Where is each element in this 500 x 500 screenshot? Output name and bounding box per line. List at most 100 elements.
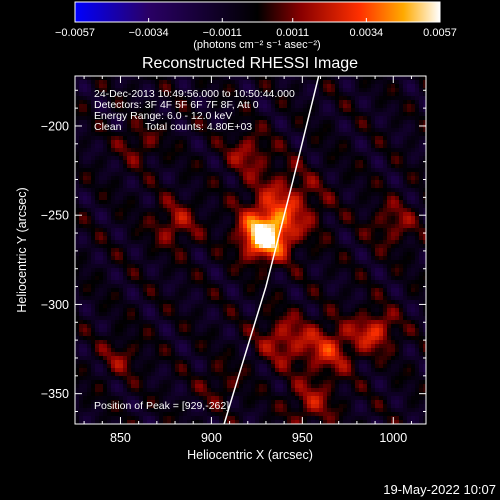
heatmap-cell	[175, 300, 180, 305]
heatmap-cell	[275, 264, 280, 269]
heatmap-cell	[375, 168, 380, 173]
heatmap-cell	[355, 244, 360, 249]
heatmap-cell	[319, 228, 324, 233]
heatmap-cell	[119, 104, 124, 109]
heatmap-cell	[251, 152, 256, 157]
heatmap-cell	[271, 232, 276, 237]
heatmap-cell	[79, 92, 84, 97]
heatmap-cell	[79, 120, 84, 125]
heatmap-cell	[147, 140, 152, 145]
heatmap-cell	[383, 296, 388, 301]
heatmap-cell	[127, 152, 132, 157]
heatmap-cell	[275, 148, 280, 153]
heatmap-cell	[167, 164, 172, 169]
heatmap-cell	[315, 196, 320, 201]
heatmap-cell	[171, 76, 176, 81]
heatmap-cell	[391, 164, 396, 169]
heatmap-cell	[131, 164, 136, 169]
heatmap-cell	[147, 136, 152, 141]
heatmap-cell	[271, 268, 276, 273]
heatmap-cell	[375, 224, 380, 229]
heatmap-cell	[199, 84, 204, 89]
heatmap-cell	[239, 256, 244, 261]
heatmap-cell	[79, 192, 84, 197]
heatmap-cell	[327, 272, 332, 277]
heatmap-cell	[267, 96, 272, 101]
heatmap-cell	[347, 160, 352, 165]
heatmap-cell	[347, 192, 352, 197]
heatmap-cell	[187, 108, 192, 113]
heatmap-cell	[387, 132, 392, 137]
heatmap-cell	[403, 200, 408, 205]
heatmap-cell	[403, 112, 408, 117]
heatmap-cell	[203, 256, 208, 261]
heatmap-cell	[135, 276, 140, 281]
heatmap-cell	[403, 80, 408, 85]
heatmap-cell	[223, 176, 228, 181]
heatmap-cell	[247, 104, 252, 109]
heatmap-cell	[79, 208, 84, 213]
heatmap-cell	[171, 184, 176, 189]
heatmap-cell	[367, 108, 372, 113]
heatmap-cell	[91, 92, 96, 97]
heatmap-cell	[315, 228, 320, 233]
heatmap-cell	[283, 252, 288, 257]
heatmap-cell	[179, 200, 184, 205]
heatmap-cell	[251, 252, 256, 257]
heatmap-cell	[207, 132, 212, 137]
heatmap-cell	[199, 192, 204, 197]
heatmap-cell	[347, 172, 352, 177]
heatmap-cell	[243, 292, 248, 297]
heatmap-cell	[311, 132, 316, 137]
heatmap-cell	[87, 76, 92, 81]
heatmap-cell	[103, 124, 108, 129]
heatmap-cell	[375, 272, 380, 277]
heatmap-cell	[175, 208, 180, 213]
heatmap-cell	[399, 236, 404, 241]
heatmap-cell	[371, 116, 376, 121]
heatmap-cell	[247, 176, 252, 181]
heatmap-cell	[167, 92, 172, 97]
heatmap-cell	[419, 296, 424, 301]
heatmap-cell	[419, 248, 424, 253]
heatmap-cell	[303, 188, 308, 193]
heatmap-cell	[303, 284, 308, 289]
heatmap-cell	[335, 268, 340, 273]
heatmap-cell	[239, 284, 244, 289]
heatmap-cell	[163, 264, 168, 269]
heatmap-cell	[175, 136, 180, 141]
heatmap-cell	[295, 80, 300, 85]
heatmap-cell	[299, 280, 304, 285]
heatmap-cell	[419, 116, 424, 121]
heatmap-cell	[251, 132, 256, 137]
heatmap-cell	[183, 232, 188, 237]
heatmap-cell	[355, 160, 360, 165]
heatmap-cell	[379, 196, 384, 201]
heatmap-cell	[127, 232, 132, 237]
heatmap-cell	[231, 284, 236, 289]
heatmap-cell	[187, 212, 192, 217]
heatmap-cell	[127, 120, 132, 125]
heatmap-cell	[263, 172, 268, 177]
heatmap-cell	[95, 76, 100, 81]
heatmap-cell	[251, 292, 256, 297]
heatmap-cell	[403, 136, 408, 141]
heatmap-cell	[219, 260, 224, 265]
heatmap-cell	[267, 84, 272, 89]
heatmap-cell	[307, 232, 312, 237]
heatmap-cell	[375, 84, 380, 89]
heatmap-cell	[95, 96, 100, 101]
heatmap-cell	[399, 96, 404, 101]
heatmap-cell	[163, 116, 168, 121]
heatmap-cell	[283, 220, 288, 225]
heatmap-cell	[159, 180, 164, 185]
heatmap-cell	[275, 128, 280, 133]
heatmap-cell	[163, 84, 168, 89]
heatmap-cell	[191, 132, 196, 137]
heatmap-cell	[315, 220, 320, 225]
heatmap-cell	[155, 240, 160, 245]
heatmap-cell	[415, 200, 420, 205]
heatmap-cell	[83, 80, 88, 85]
heatmap-cell	[379, 156, 384, 161]
heatmap-cell	[307, 188, 312, 193]
